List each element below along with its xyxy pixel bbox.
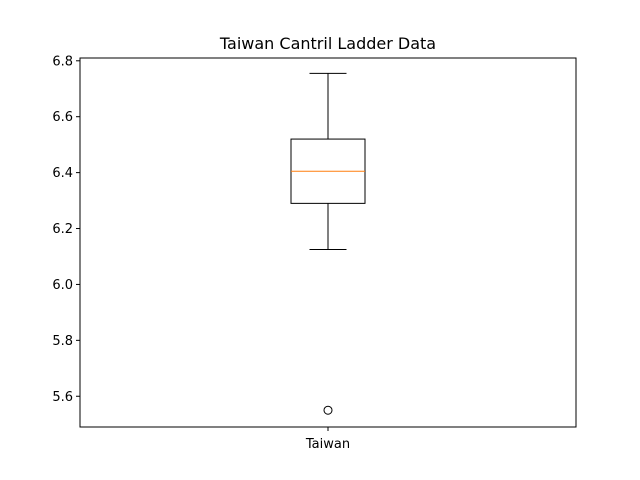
y-axis: 5.6 5.8 6.0 6.2 6.4 6.6 6.8 <box>52 54 80 405</box>
outlier-point <box>323 405 333 415</box>
y-tick-label: 6.0 <box>52 278 73 293</box>
y-tick-label: 6.4 <box>52 166 73 181</box>
chart-title: Taiwan Cantril Ladder Data <box>219 34 436 53</box>
x-axis: Taiwan <box>305 427 350 452</box>
y-tick-label: 6.2 <box>52 222 73 237</box>
y-tick-label: 5.8 <box>52 334 73 349</box>
box-series <box>290 72 366 415</box>
box-plot-taiwan <box>290 72 366 415</box>
x-tick-label: Taiwan <box>305 437 350 452</box>
y-tick-label: 6.8 <box>52 54 73 69</box>
y-tick-label: 5.6 <box>52 390 73 405</box>
y-tick-label: 6.6 <box>52 110 73 125</box>
